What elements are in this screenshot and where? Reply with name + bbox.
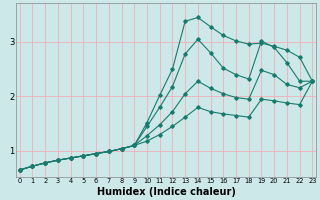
X-axis label: Humidex (Indice chaleur): Humidex (Indice chaleur): [97, 187, 236, 197]
